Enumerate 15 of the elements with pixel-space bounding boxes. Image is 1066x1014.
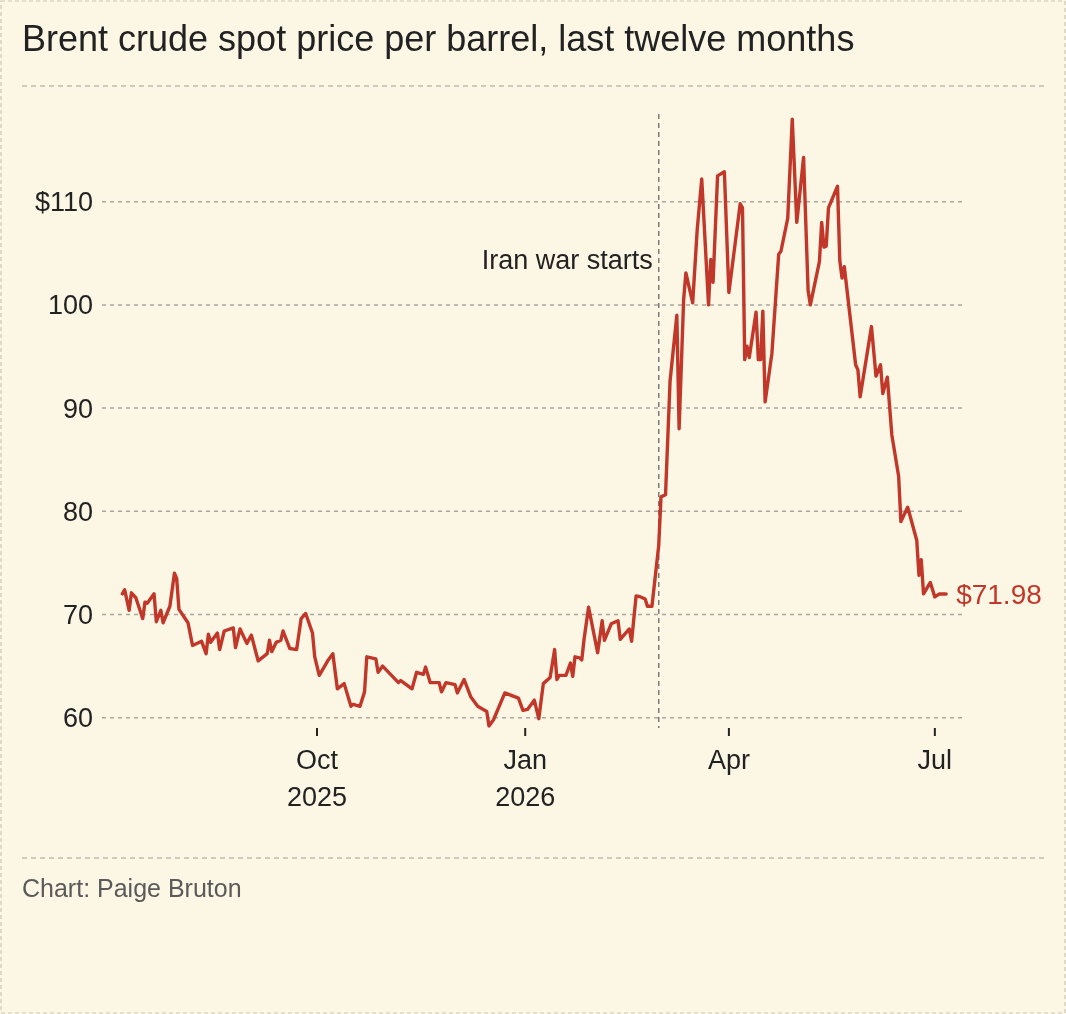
y-tick-label: 100 [47, 290, 93, 321]
chart-title: Brent crude spot price per barrel, last twelve months [22, 18, 855, 59]
x-tick-label: Jul [917, 745, 953, 775]
text: Chart: Paige Bruton [22, 874, 242, 902]
x-tick-label: Apr [707, 745, 750, 775]
x-tick-label: Oct 2025 [286, 745, 348, 812]
annotation: $71.98 [956, 578, 1042, 610]
ref-line-label: Iran war starts [481, 245, 653, 275]
y-tick-label: 80 [62, 496, 93, 527]
y-tick-label: 70 [62, 599, 93, 630]
y-tick-label: 90 [62, 393, 93, 424]
y-tick-label: $110 [34, 187, 93, 218]
x-tick-label: Jan 2026 [495, 745, 556, 812]
y-tick-label: 60 [62, 703, 93, 734]
line-series [120, 117, 948, 728]
